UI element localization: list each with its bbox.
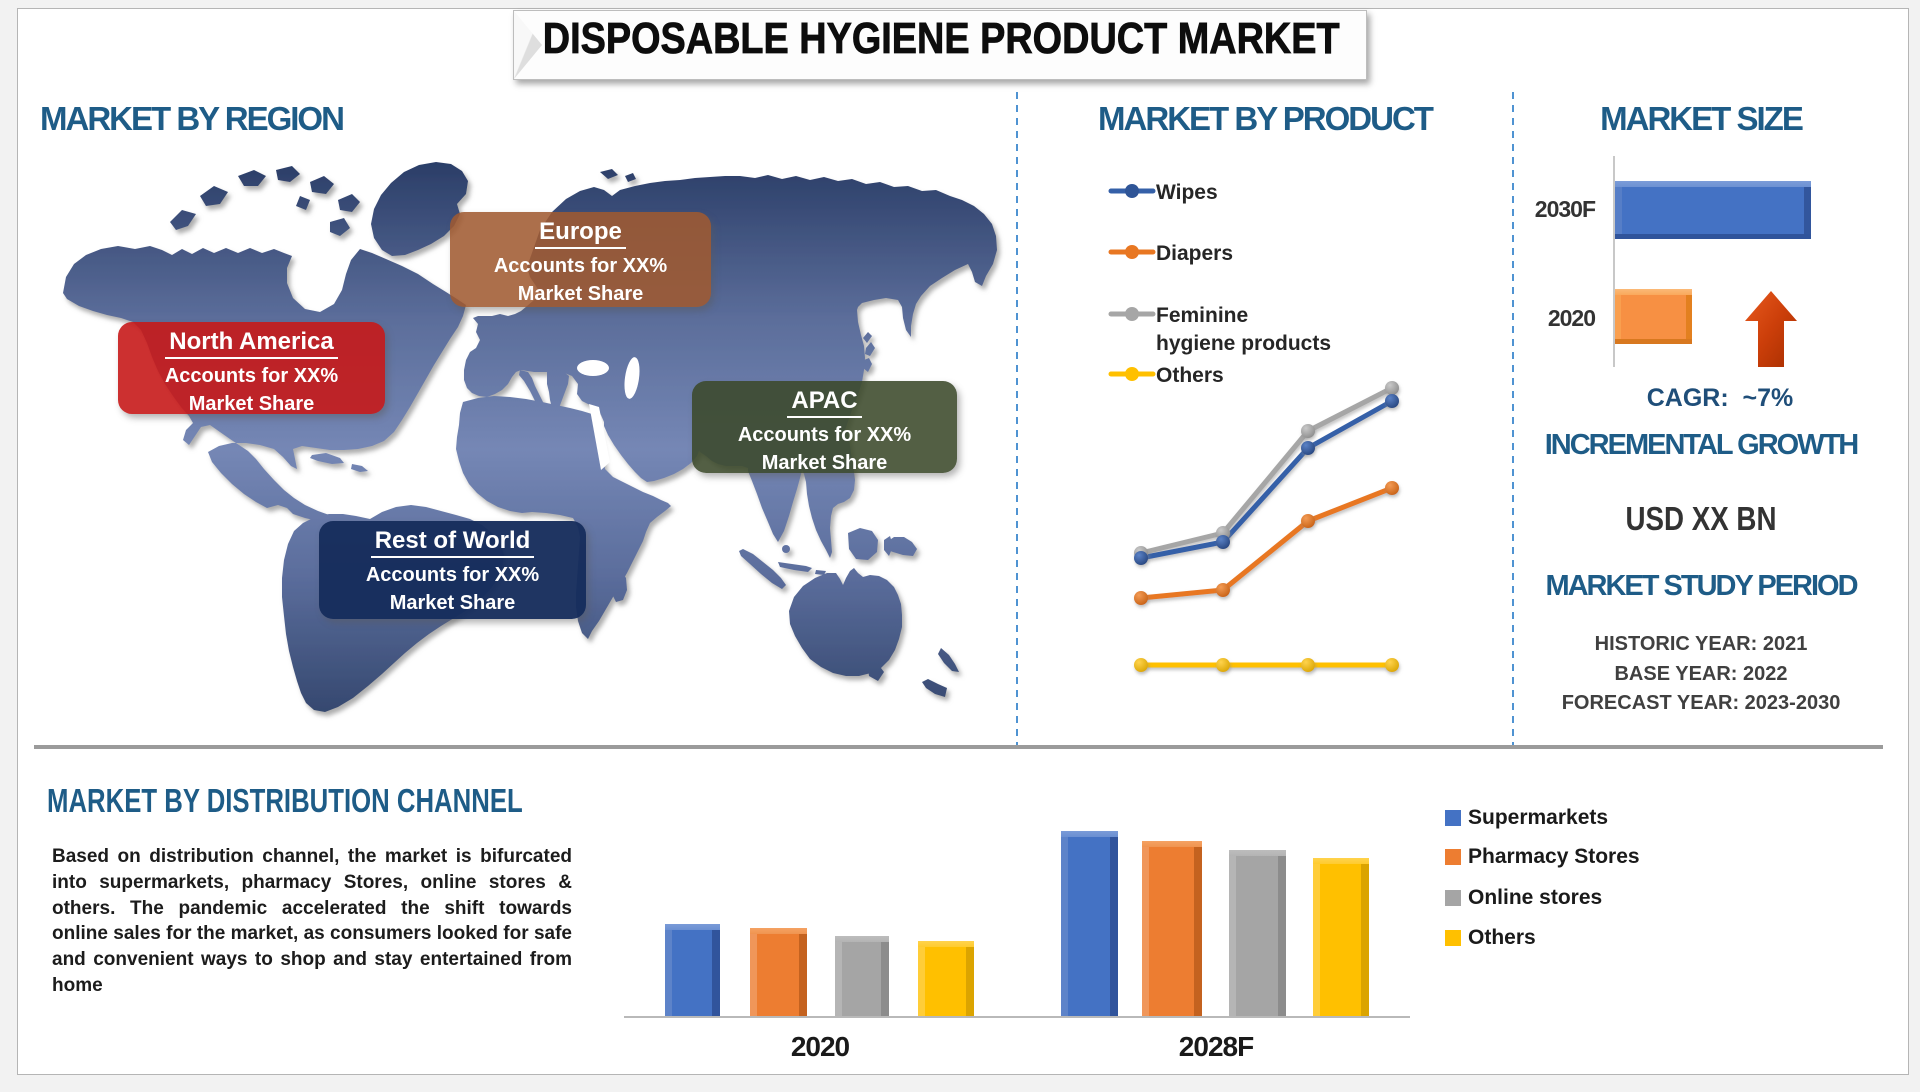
svg-text:Wipes: Wipes: [1156, 181, 1218, 204]
svg-text:hygiene products: hygiene products: [1156, 332, 1331, 355]
svg-text:Feminine: Feminine: [1156, 304, 1248, 327]
svg-text:Others: Others: [1156, 364, 1224, 387]
svg-text:Diapers: Diapers: [1156, 242, 1233, 265]
